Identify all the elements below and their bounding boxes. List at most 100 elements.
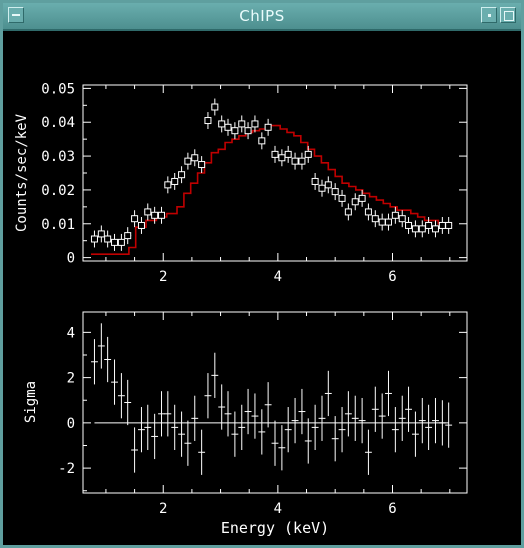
data-point [151, 206, 159, 224]
data-point [445, 217, 453, 234]
data-point [411, 220, 419, 238]
data-point-marker [184, 157, 192, 165]
data-point [184, 152, 192, 170]
residual-point [224, 391, 232, 437]
data-point [304, 145, 312, 163]
data-point [111, 233, 119, 251]
data-point [104, 230, 112, 248]
data-point-marker [278, 154, 286, 162]
data-point-marker [124, 232, 132, 240]
residual-xtick-label: 4 [274, 501, 282, 517]
model-step-line [91, 124, 453, 255]
residual-point [158, 391, 165, 437]
data-point-marker [97, 230, 105, 238]
residual-point [364, 429, 372, 475]
data-point [324, 176, 332, 194]
residual-point [258, 409, 266, 455]
residual-point [344, 391, 352, 437]
data-point-marker [204, 117, 212, 125]
data-point-marker [244, 127, 252, 135]
residual-point [398, 395, 406, 441]
residual-point [117, 373, 125, 419]
data-point [251, 115, 259, 133]
data-point [431, 220, 439, 238]
data-point-marker [425, 221, 433, 229]
data-point [318, 179, 326, 197]
data-point-marker [431, 225, 439, 233]
data-point-marker [331, 188, 339, 196]
residual-panel: Sigma Energy (keV) 2 4 6 -2 0 2 4 [23, 311, 468, 537]
spectrum-ytick-label: 0.03 [41, 149, 75, 165]
data-point-marker [384, 218, 392, 226]
data-point-marker [218, 120, 226, 128]
data-point-marker [251, 120, 259, 128]
residual-point [144, 404, 152, 451]
residual-point [425, 404, 433, 451]
data-point-marker [371, 215, 379, 223]
residual-point [271, 420, 279, 466]
maximize-icon [504, 11, 514, 21]
residual-point [358, 397, 366, 444]
data-point [258, 132, 266, 150]
spectrum-frame [82, 84, 468, 262]
data-point [438, 217, 446, 234]
model-curve [91, 124, 453, 255]
data-point-marker [131, 215, 139, 223]
data-point [191, 149, 199, 167]
data-point [137, 217, 145, 234]
data-point-marker [211, 103, 219, 111]
data-point [391, 206, 399, 224]
minimize-button[interactable] [481, 7, 497, 23]
data-point [331, 183, 339, 201]
data-point-marker [151, 211, 159, 219]
data-point [264, 118, 272, 136]
window-menu-button[interactable] [8, 7, 24, 23]
residual-point [184, 420, 192, 466]
residual-point [411, 411, 419, 457]
data-point-marker [137, 221, 145, 229]
data-point-marker [438, 221, 446, 229]
residual-point [204, 373, 212, 419]
residual-point [418, 397, 426, 444]
residual-point [432, 397, 439, 444]
residual-point [264, 382, 272, 428]
data-point [131, 210, 139, 228]
residual-point [284, 407, 292, 453]
residual-xlabel: Energy (keV) [221, 519, 329, 537]
data-point [164, 176, 172, 194]
data-point [384, 213, 392, 231]
spectrum-ytick-label: 0 [67, 251, 75, 267]
residual-point [331, 416, 339, 462]
data-point-marker [298, 157, 306, 165]
residual-point [311, 404, 319, 451]
data-point [178, 166, 186, 184]
residual-point [211, 352, 219, 398]
residual-point [291, 397, 299, 444]
data-point [117, 233, 125, 251]
data-point-marker [284, 150, 292, 158]
residual-point [104, 336, 112, 383]
residual-point [298, 388, 306, 435]
maximize-button[interactable] [500, 7, 516, 23]
data-point [338, 189, 346, 207]
data-point-marker [411, 225, 419, 233]
spectrum-ytick-label: 0.01 [41, 217, 75, 233]
data-point-marker [164, 181, 172, 189]
data-point [211, 98, 219, 116]
data-point-marker [418, 225, 426, 233]
residual-xtick-label: 6 [388, 501, 396, 517]
residual-points [91, 323, 453, 475]
data-point-marker [90, 235, 98, 243]
spectrum-xtick-label: 2 [159, 269, 167, 285]
residual-point [171, 404, 179, 451]
residual-ytick-label: 2 [67, 371, 75, 387]
spectrum-xtick-label: 6 [388, 269, 396, 285]
window-titlebar[interactable]: ChIPS [3, 3, 521, 31]
minimize-icon [488, 14, 491, 17]
data-point-marker [405, 221, 413, 229]
data-point [198, 156, 206, 173]
residual-frame [82, 311, 468, 494]
residual-point [231, 411, 239, 457]
residual-ytick-label: -2 [58, 461, 75, 477]
data-point [224, 118, 232, 136]
